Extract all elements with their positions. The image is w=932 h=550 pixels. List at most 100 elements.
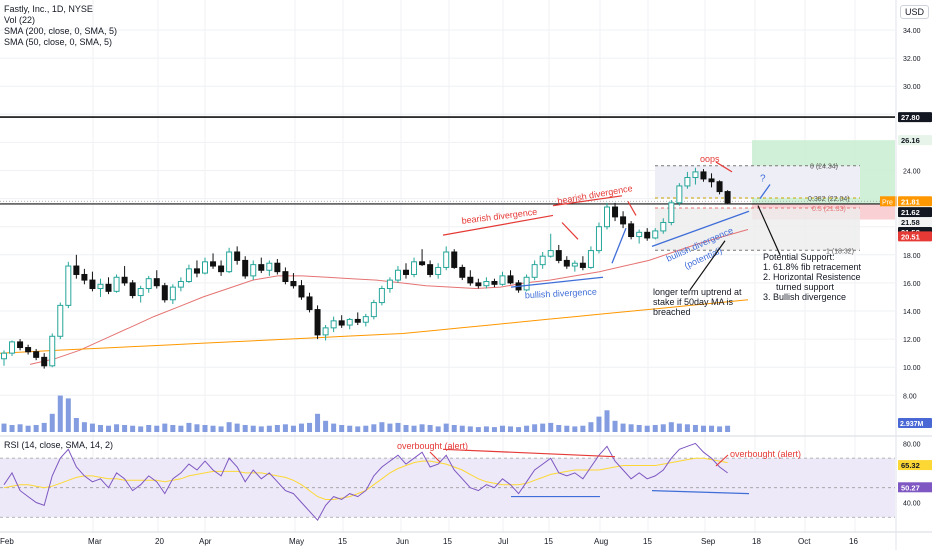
- volume-bar: [467, 426, 473, 432]
- volume-bar: [628, 424, 634, 432]
- volume-bar: [41, 422, 47, 432]
- tag-support: 21.62: [901, 208, 920, 217]
- volume-bar: [25, 425, 31, 432]
- candle-body: [604, 206, 610, 228]
- candle-body: [226, 251, 233, 273]
- rsi-bearish-line: [442, 448, 616, 458]
- volume-bar: [700, 425, 706, 432]
- candle-body: [169, 286, 176, 301]
- volume-bar: [499, 425, 505, 432]
- x-tick: May: [289, 537, 304, 546]
- tag-volume: 2.937M: [900, 421, 924, 428]
- candle-body: [1, 352, 7, 360]
- volume-bar: [138, 426, 144, 432]
- candle-body: [628, 223, 635, 238]
- volume-bar: [491, 427, 497, 432]
- uptrend-2: stake if 50day MA is: [653, 297, 734, 307]
- price-tick: 32.00: [903, 56, 921, 63]
- candle-body: [668, 202, 675, 223]
- volume-bar: [81, 422, 87, 432]
- candle-body: [475, 282, 482, 287]
- volume-bar: [556, 425, 562, 432]
- tag-pre: 21.81: [901, 197, 920, 206]
- candle-body: [595, 226, 602, 252]
- candle-body: [354, 318, 361, 323]
- price-tick: 30.00: [903, 84, 921, 91]
- candle-body: [378, 288, 385, 304]
- legend-sma200: SMA (200, close, 0, SMA, 5): [4, 26, 118, 36]
- candle-body: [403, 269, 409, 275]
- volume-bar: [97, 425, 103, 432]
- tag-stop-bg: [898, 231, 932, 242]
- candle-body: [724, 191, 731, 204]
- fib-band-1: [655, 208, 860, 251]
- candle-body: [218, 265, 225, 273]
- volume-bar: [443, 423, 449, 432]
- support-arrow: [757, 205, 781, 256]
- volume-bar: [379, 422, 385, 432]
- volume-bar: [9, 425, 15, 432]
- volume-bar: [580, 425, 586, 432]
- candle-body: [17, 341, 24, 349]
- bearish-label-2: bearish divergence: [557, 183, 634, 206]
- candle-body: [612, 206, 619, 218]
- candle-body: [145, 278, 152, 290]
- volume-bar: [660, 424, 666, 432]
- candle-body: [362, 316, 369, 323]
- candle-body: [330, 320, 337, 329]
- candle-body: [202, 261, 208, 274]
- candle-body: [676, 185, 683, 204]
- currency-label[interactable]: USD: [900, 5, 930, 19]
- candle-body: [652, 230, 659, 239]
- tag-stop: 20.51: [901, 232, 920, 241]
- x-tick: Mar: [88, 537, 102, 546]
- volume-bar: [210, 425, 216, 432]
- candle-body: [411, 261, 418, 275]
- candle-body: [193, 268, 200, 274]
- candle-body: [338, 320, 345, 326]
- candle-body: [684, 177, 691, 187]
- rsi-tag: 50.27: [901, 483, 920, 492]
- support-item-2b: turned support: [776, 282, 835, 292]
- volume-bar: [122, 425, 128, 432]
- volume-bar: [725, 425, 731, 432]
- candle-body: [563, 259, 570, 267]
- x-tick: 15: [544, 537, 553, 546]
- candle-body: [129, 282, 136, 297]
- candle-body: [660, 221, 667, 232]
- candle-body: [587, 250, 594, 268]
- volume-bar: [411, 425, 417, 432]
- candle-body: [258, 264, 265, 271]
- volume-bar: [717, 426, 723, 432]
- legend-volume: Vol (22): [4, 15, 36, 25]
- bearish-line-1: [442, 214, 554, 236]
- volume-bar: [331, 423, 337, 432]
- candle-body: [700, 171, 707, 180]
- volume-bar: [620, 423, 626, 432]
- volume-bar: [186, 422, 192, 432]
- volume-bar: [282, 424, 288, 432]
- volume-bar: [315, 413, 321, 432]
- sma200-line: [0, 299, 749, 354]
- candle-body: [491, 280, 498, 285]
- fib-label-1: 0.382 (22.04): [808, 196, 850, 203]
- x-tick: Oct: [798, 537, 811, 546]
- x-tick: Jun: [396, 537, 409, 546]
- candle-body: [579, 262, 586, 268]
- bullish-arrow-1: [611, 227, 627, 264]
- x-tick: 18: [752, 537, 761, 546]
- candle-body: [571, 262, 578, 267]
- candle-body: [636, 231, 643, 238]
- candle-body: [250, 264, 257, 277]
- overbought-arrow-2: [715, 454, 729, 467]
- rsi-pane: overbought (alert) overbought (alert): [0, 435, 932, 522]
- price-tick: 16.00: [903, 281, 921, 288]
- volume-bar: [266, 425, 272, 432]
- volume-bar: [419, 424, 425, 432]
- candle-body: [499, 275, 506, 285]
- volume-bar: [564, 425, 570, 432]
- support-title: Potential Support:: [763, 252, 835, 262]
- candle-body: [435, 266, 442, 275]
